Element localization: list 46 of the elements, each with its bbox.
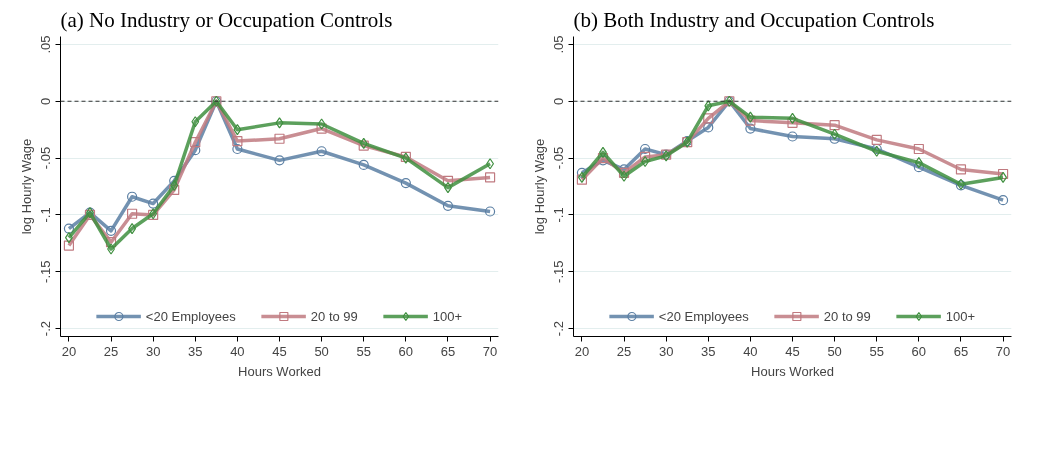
y-tick-label: -.15 [551, 260, 567, 283]
legend-label: 100+ [945, 308, 976, 324]
x-tick-label: 30 [145, 343, 161, 359]
x-tick-label: 20 [61, 343, 77, 359]
legend-label: 20 to 99 [310, 308, 358, 324]
legend-label: <20 Employees [145, 308, 236, 324]
y-tick-label: -.1 [551, 207, 567, 223]
x-tick-label: 60 [398, 343, 414, 359]
y-tick-label: -.15 [38, 260, 54, 283]
y-tick-label: -.2 [551, 320, 567, 337]
legend-label: <20 Employees [658, 308, 749, 324]
x-tick-label: 70 [482, 343, 498, 359]
y-tick-label: .05 [38, 35, 54, 54]
x-tick-label: 35 [701, 343, 716, 359]
x-tick-label: 20 [574, 343, 590, 359]
y-tick-label: -.05 [551, 146, 567, 170]
y-tick-label: 0 [38, 97, 54, 105]
x-tick-label: 25 [616, 343, 632, 359]
y-axis-title: log Hourly Wage [18, 138, 34, 235]
y-tick-label: -.1 [38, 207, 54, 223]
x-tick-label: 50 [314, 343, 329, 359]
x-tick-label: 40 [743, 343, 758, 359]
y-axis-title: log Hourly Wage [531, 138, 547, 235]
x-tick-label: 50 [827, 343, 842, 359]
x-tick-label: 65 [440, 343, 456, 359]
legend-label: 20 to 99 [823, 308, 871, 324]
x-tick-label: 45 [785, 343, 800, 359]
y-tick-label: 0 [551, 97, 567, 105]
y-tick-label: .05 [551, 35, 567, 54]
x-tick-label: 30 [658, 343, 674, 359]
y-tick-label: -.05 [38, 146, 54, 170]
chart-title: (a) No Industry or Occupation Controls [60, 7, 393, 32]
legend-label: 100+ [432, 308, 463, 324]
x-axis-title: Hours Worked [238, 363, 321, 379]
x-tick-label: 65 [953, 343, 969, 359]
x-tick-label: 40 [230, 343, 245, 359]
x-tick-label: 60 [911, 343, 927, 359]
x-tick-label: 25 [103, 343, 119, 359]
chart-title: (b) Both Industry and Occupation Controls [573, 7, 935, 32]
x-tick-label: 70 [995, 343, 1011, 359]
x-axis-title: Hours Worked [751, 363, 834, 379]
x-tick-label: 55 [356, 343, 371, 359]
x-tick-label: 35 [188, 343, 203, 359]
x-tick-label: 55 [869, 343, 884, 359]
y-tick-label: -.2 [38, 320, 54, 337]
x-tick-label: 45 [272, 343, 287, 359]
